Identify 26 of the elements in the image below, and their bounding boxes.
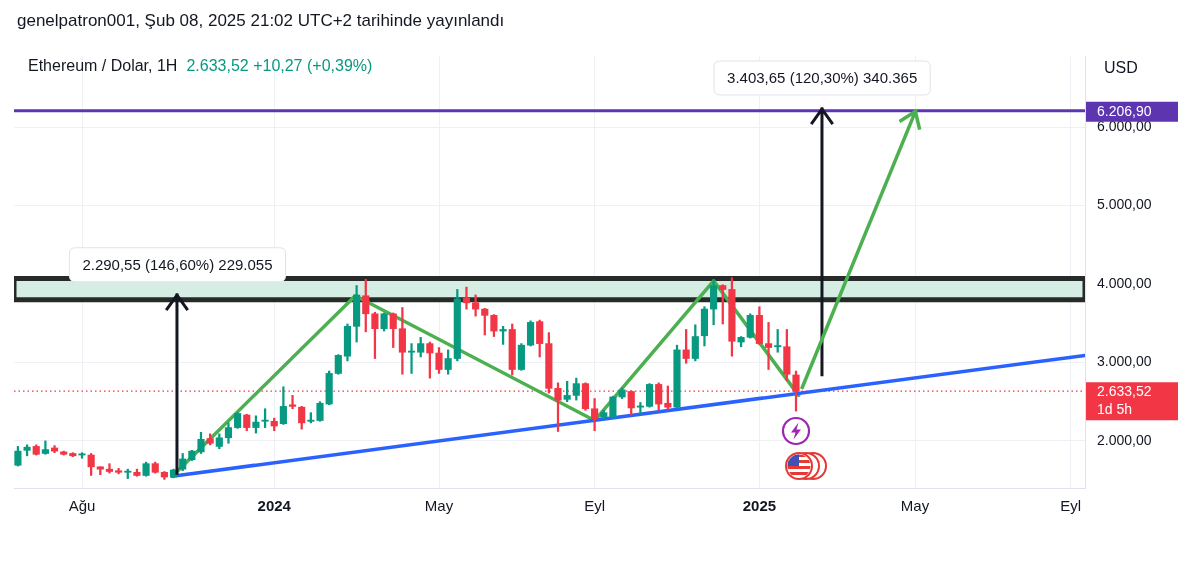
chart-subtitle: 2.633,52 +10,27 (+0,39%) (186, 57, 373, 74)
x-tick-label: May (900, 497, 930, 515)
x-tick-label: Eyl (1060, 497, 1082, 515)
candlestick (764, 322, 773, 370)
x-tick-label: 2024 (257, 497, 292, 515)
candlestick (288, 395, 297, 410)
x-tick-label: Eyl (584, 497, 606, 515)
y-axis-title: USD (1104, 59, 1138, 77)
ref-line-label: 2.633,52 1d 5h (1097, 383, 1152, 418)
y-tick-label: 3.000,00 (1097, 353, 1152, 370)
candlestick (407, 343, 416, 374)
ref-line-label: 6.206,90 (1097, 102, 1152, 119)
y-tick-label: 4.000,00 (1097, 274, 1152, 291)
x-tick-label: 2025 (742, 497, 777, 515)
x-tick-label: May (424, 497, 454, 515)
annotation: 2.290,55 (146,60%) 229.055 (82, 255, 273, 273)
y-tick-label: 2.000,00 (1097, 431, 1152, 448)
candlestick (105, 463, 114, 474)
y-tick-label: 5.000,00 (1097, 196, 1152, 213)
x-tick-label: Ağu (68, 497, 96, 515)
chart-title: Ethereum / Dolar, 1H (28, 57, 178, 74)
y-tick-label: 6.000,00 (1097, 117, 1152, 134)
candlestick (636, 402, 644, 415)
text: genelpatron001, Şub 08, 2025 21:02 UTC+2 tarihinde yayınlandı (17, 11, 505, 31)
annotation: 3.403,65 (120,30%) 340.365 (727, 69, 918, 87)
candlestick (462, 286, 471, 310)
